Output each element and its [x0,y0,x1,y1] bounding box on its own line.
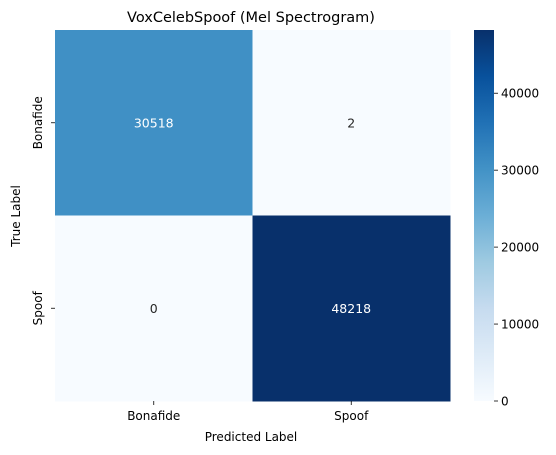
cell-value-label: 2 [347,115,355,130]
y-tick-label: Spoof [31,290,45,325]
y-axis-label: True Label [9,185,23,248]
heatmap-cell [252,215,451,402]
cell-value-label: 0 [150,301,158,316]
y-axis-ticks: Bonafide Spoof [31,96,55,325]
colorbar-tick-label: 0 [501,395,509,409]
heatmap-cells: 30518 2 0 48218 [55,30,451,402]
colorbar [474,30,494,401]
x-axis-label: Predicted Label [205,430,298,444]
chart-title: VoxCelebSpoof (Mel Spectrogram) [127,10,375,26]
heatmap-cell [55,30,253,216]
colorbar-tick-label: 10000 [501,318,539,332]
heatmap-cell [55,215,253,402]
colorbar-tick-label: 40000 [501,87,539,101]
colorbar-tick-label: 20000 [501,241,539,255]
heatmap-cell [252,30,451,216]
colorbar-ticks: 0 10000 20000 30000 40000 [494,87,539,409]
x-tick-label: Bonafide [127,409,180,423]
x-axis-ticks: Bonafide Spoof [127,401,369,423]
colorbar-tick-label: 30000 [501,164,539,178]
cell-value-label: 30518 [134,115,174,130]
cell-value-label: 48218 [331,301,371,316]
y-tick-label: Bonafide [31,96,45,149]
x-tick-label: Spoof [334,409,369,423]
